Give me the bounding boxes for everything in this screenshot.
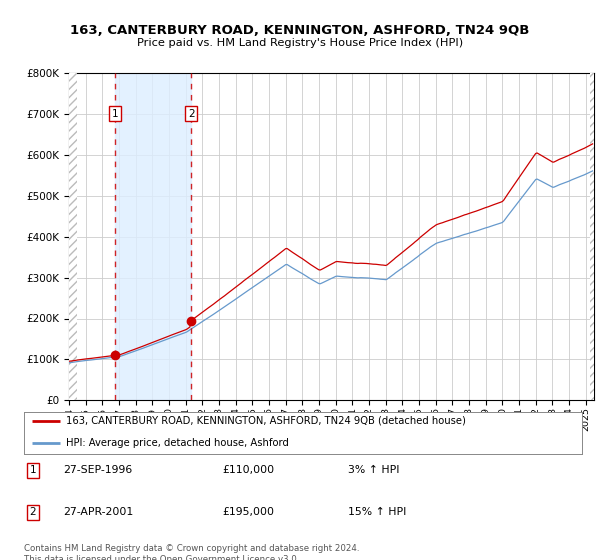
Text: 163, CANTERBURY ROAD, KENNINGTON, ASHFORD, TN24 9QB (detached house): 163, CANTERBURY ROAD, KENNINGTON, ASHFOR… — [66, 416, 466, 426]
Text: 3% ↑ HPI: 3% ↑ HPI — [348, 465, 400, 475]
Bar — [590, 73, 594, 400]
Text: 1: 1 — [29, 465, 37, 475]
Text: 1: 1 — [112, 109, 118, 119]
Text: 2: 2 — [29, 507, 37, 517]
Text: 2: 2 — [188, 109, 194, 119]
Text: Contains HM Land Registry data © Crown copyright and database right 2024.
This d: Contains HM Land Registry data © Crown c… — [24, 544, 359, 560]
Text: 15% ↑ HPI: 15% ↑ HPI — [348, 507, 406, 517]
Text: HPI: Average price, detached house, Ashford: HPI: Average price, detached house, Ashf… — [66, 438, 289, 448]
Bar — [69, 73, 77, 400]
Text: 27-APR-2001: 27-APR-2001 — [63, 507, 133, 517]
Bar — [115, 73, 191, 400]
Text: Price paid vs. HM Land Registry's House Price Index (HPI): Price paid vs. HM Land Registry's House … — [137, 38, 463, 48]
Text: £110,000: £110,000 — [222, 465, 274, 475]
Text: 27-SEP-1996: 27-SEP-1996 — [63, 465, 132, 475]
Text: £195,000: £195,000 — [222, 507, 274, 517]
Text: 163, CANTERBURY ROAD, KENNINGTON, ASHFORD, TN24 9QB: 163, CANTERBURY ROAD, KENNINGTON, ASHFOR… — [70, 24, 530, 36]
